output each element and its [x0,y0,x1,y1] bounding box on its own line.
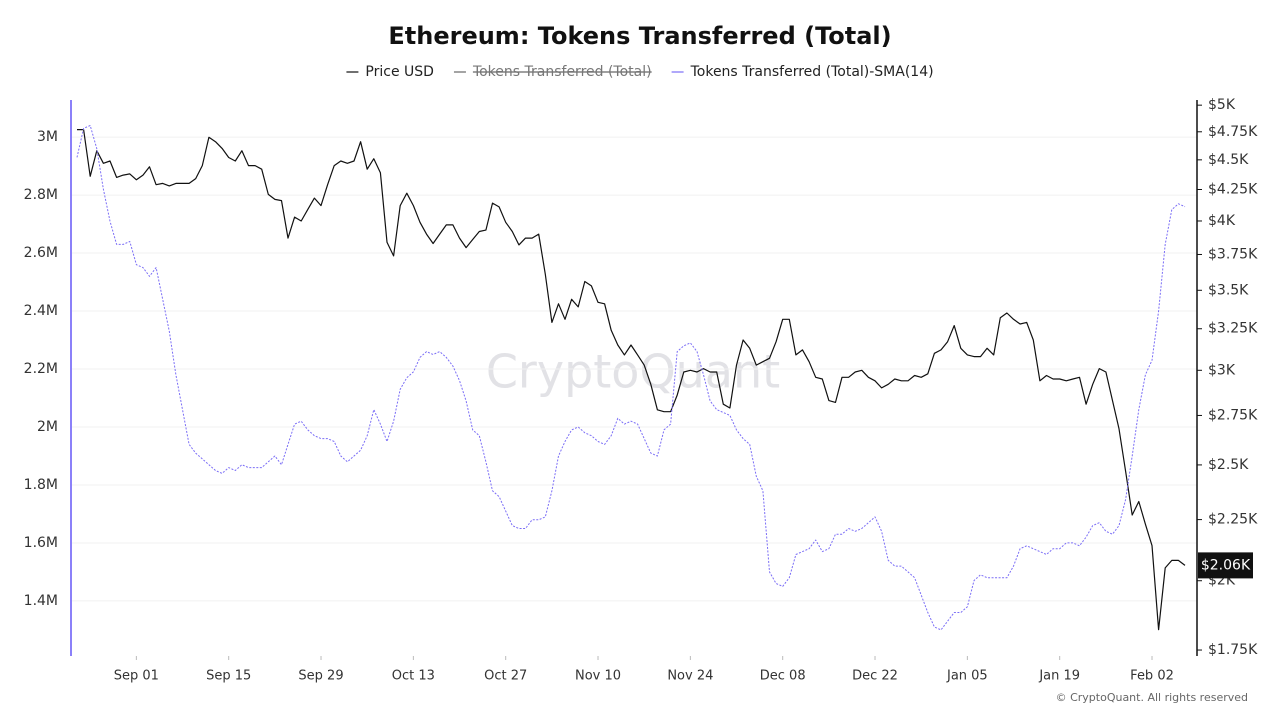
x-tick-label: Nov 10 [575,669,621,684]
legend-label: Tokens Transferred (Total)-SMA(14) [690,64,934,80]
legend-item[interactable]: Tokens Transferred (Total)-SMA(14) [671,64,934,80]
y-tick-label: 2.2M [24,361,58,377]
x-tick-label: Sep 29 [298,669,343,684]
legend-item[interactable]: Price USD [346,64,434,80]
watermark: CryptoQuant [486,345,780,399]
y2-tick-label: $4.25K [1208,182,1258,198]
y-tick-label: 2M [37,419,58,435]
y-tick-label: 3M [37,129,58,145]
last-value-box [1198,552,1253,579]
x-tick-label: Dec 22 [852,669,898,684]
x-tick-label: Sep 01 [114,669,159,684]
y-tick-label: 2.6M [24,245,58,261]
y-tick-label: 1.6M [24,535,58,551]
y2-tick-label: $4K [1208,213,1236,229]
x-tick-label: Feb 02 [1130,669,1174,684]
y-tick-label: 2.8M [24,187,58,203]
x-tick-label: Sep 15 [206,669,251,684]
series-line [77,129,1186,631]
x-tick-label: Oct 27 [484,669,527,684]
y2-tick-label: $2.5K [1208,457,1249,473]
chart-title: Ethereum: Tokens Transferred (Total) [388,22,891,50]
x-tick-label: Jan 05 [946,669,988,684]
y2-tick-label: $2.75K [1208,407,1258,423]
legend: Price USD Tokens Transferred (Total) Token… [346,64,934,80]
y2-tick-label: $3.5K [1208,282,1249,298]
last-value-label: $2.06K [1201,557,1251,573]
x-tick-label: Oct 13 [392,669,435,684]
legend-label: Price USD [365,64,434,80]
y-tick-label: 1.8M [24,477,58,493]
series-line [76,125,1186,631]
y-tick-label: 2.4M [24,303,58,319]
legend-item[interactable]: Tokens Transferred (Total) [453,64,652,80]
x-tick-label: Jan 19 [1038,669,1080,684]
x-tick-label: Nov 24 [667,669,713,684]
footer: © CryptoQuant. All rights reserved [1056,691,1248,704]
y2-tick-label: $3.25K [1208,321,1258,337]
y2-tick-label: $2.25K [1208,512,1258,528]
y2-tick-label: $4.75K [1208,124,1258,140]
x-tick-label: Dec 08 [760,669,806,684]
y2-tick-label: $5K [1208,97,1236,113]
y2-tick-label: $1.75K [1208,642,1258,658]
y-tick-label: 1.4M [24,593,58,609]
y2-tick-label: $3K [1208,362,1236,378]
y2-tick-label: $3.75K [1208,246,1258,262]
y2-tick-label: $4.5K [1208,152,1249,168]
